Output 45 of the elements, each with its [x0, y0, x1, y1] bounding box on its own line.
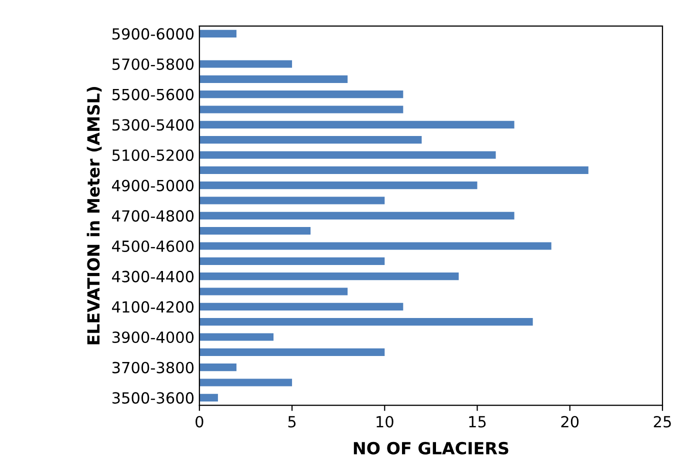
bar: [199, 272, 459, 280]
bar: [199, 394, 218, 402]
y-tick-label: 3900-4000: [112, 331, 194, 344]
bar: [199, 257, 385, 265]
y-tick-label: 4300-4400: [112, 270, 194, 282]
y-tick-label: 5300-5400: [112, 119, 194, 131]
bar: [199, 60, 292, 68]
y-tick-label: 4700-4800: [112, 210, 194, 222]
y-tick-label: 4100-4200: [112, 301, 194, 313]
x-tick-label: 15: [469, 416, 486, 428]
x-tick-label: 0: [196, 416, 204, 428]
bar: [199, 378, 292, 386]
bar: [199, 30, 236, 38]
bar: [199, 288, 348, 296]
bar: [199, 75, 348, 83]
bar: [199, 106, 404, 114]
x-axis-title: NO OF GLACIERS: [354, 442, 508, 454]
y-tick-label: 4900-5000: [112, 180, 194, 192]
bar: [199, 348, 385, 356]
bar: [199, 90, 404, 98]
y-tick-label: 5100-5200: [112, 149, 194, 162]
bar: [199, 364, 236, 372]
y-tick-label: 3500-3600: [112, 392, 194, 404]
x-tick-label: 5: [288, 416, 296, 428]
bar: [199, 212, 514, 220]
bar: [199, 120, 514, 128]
bar: [199, 242, 552, 250]
bar: [199, 227, 311, 235]
bar: [199, 196, 385, 204]
x-tick-label: 10: [376, 416, 394, 428]
bar: [199, 151, 496, 159]
bar: [199, 136, 422, 144]
y-tick-label: 3700-3800: [112, 362, 194, 374]
y-axis-title: ELEVATION in Meter (AMSL): [86, 87, 102, 344]
y-tick-label: 5500-5600: [112, 88, 194, 100]
bar: [199, 318, 533, 326]
bar: [199, 166, 588, 174]
y-tick-label: 4500-4600: [112, 240, 194, 252]
bar: [199, 182, 478, 190]
y-tick-label: 5900-6000: [112, 28, 194, 40]
bar: [199, 302, 404, 310]
x-tick-label: 25: [654, 416, 671, 428]
x-tick-label: 20: [561, 416, 579, 428]
y-tick-label: 5700-5800: [112, 58, 194, 70]
bar: [199, 333, 274, 341]
